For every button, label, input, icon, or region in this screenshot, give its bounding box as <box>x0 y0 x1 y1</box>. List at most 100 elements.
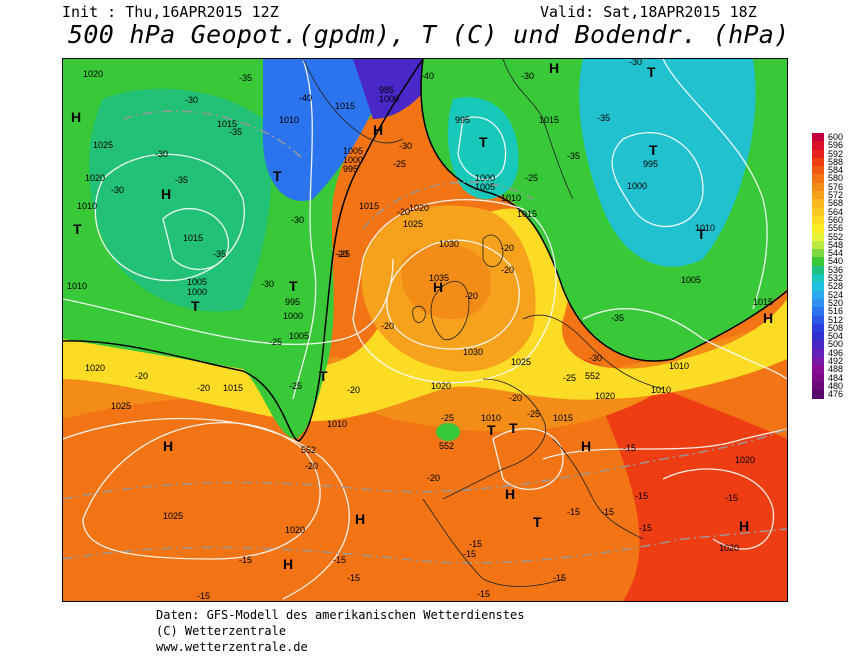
isobar-label: 995 <box>285 297 300 307</box>
isotherm-label: -35 <box>597 113 610 123</box>
map-title: 500 hPa Geopot.(gpdm), T (C) und Bodendr… <box>68 20 790 49</box>
legend-level-label: 584 <box>828 165 844 176</box>
isobar-label: 1010 <box>669 361 689 371</box>
contour-552-west <box>63 59 424 442</box>
isotherm-label: -30 <box>629 59 642 67</box>
isobar-label: 1010 <box>77 201 97 211</box>
map-canvas: H H H H H H H H H H H H T T T T T T T T … <box>63 59 787 601</box>
isotherm-label: -20 <box>501 243 514 253</box>
isotherm-label: -20 <box>335 249 348 259</box>
high-marker: H <box>373 122 383 138</box>
isotherm-label: -15 <box>635 491 648 501</box>
legend-level-label: 588 <box>828 156 844 167</box>
high-marker: H <box>71 109 81 125</box>
contour-labels: 1020 1025 1020 1010 1010 1015 1005 1000 … <box>67 59 773 601</box>
isobar-label: 995 <box>343 164 358 174</box>
cutoff-low <box>436 423 460 441</box>
legend-swatch <box>812 199 824 208</box>
legend-swatch <box>812 332 824 341</box>
legend-row: 580 <box>812 173 850 184</box>
legend-level-label: 524 <box>828 289 844 300</box>
isobar-label: 1015 <box>517 209 537 219</box>
isobar-label: 1035 <box>429 273 449 283</box>
isotherm-label: -15 <box>725 493 738 503</box>
legend-row: 600 <box>812 132 850 142</box>
legend-row: 532 <box>812 273 850 283</box>
isotherm-label: -15 <box>347 573 360 583</box>
high-marker: H <box>549 60 559 76</box>
legend-swatch <box>812 340 824 349</box>
legend-swatch <box>812 265 824 275</box>
isobar-label: 1005 <box>475 182 495 192</box>
isobar-label: 995 <box>643 159 658 169</box>
legend-row: 508 <box>812 322 850 333</box>
high-marker: H <box>283 556 293 572</box>
legend-row: 480 <box>812 381 850 391</box>
contour-552-label: 552 <box>439 441 454 451</box>
legend-swatch <box>812 348 824 358</box>
isobar-label: 1000 <box>283 311 303 321</box>
legend-swatch <box>812 274 824 283</box>
legend-row: 500 <box>812 339 850 349</box>
isobar-label: 1025 <box>511 357 531 367</box>
legend-level-label: 544 <box>828 248 844 259</box>
isotherm-label: -20 <box>381 321 394 331</box>
isotherm-label: -20 <box>197 383 210 393</box>
isobar-label: 1025 <box>163 511 183 521</box>
high-marker: H <box>163 438 173 454</box>
isobar-label: 1020 <box>719 543 739 553</box>
legend-level-label: 508 <box>828 322 844 333</box>
legend-row: 512 <box>812 315 850 325</box>
legend-swatch <box>812 249 824 258</box>
isotherm-label: -15 <box>553 573 566 583</box>
isotherm-label: -15 <box>567 507 580 517</box>
isotherm-label: -35 <box>239 73 252 83</box>
low-marker: T <box>191 298 200 314</box>
hot-region <box>583 359 787 601</box>
isotherm-label: -20 <box>501 265 514 275</box>
legend-swatch <box>812 298 824 308</box>
legend-swatch <box>812 257 824 266</box>
isobar-label: 1020 <box>409 203 429 213</box>
isotherm-label: -20 <box>305 461 318 471</box>
isotherm-label: -15 <box>601 507 614 517</box>
isotherm-label: -35 <box>611 313 624 323</box>
cold-core-east <box>579 59 756 267</box>
isotherm-label: -15 <box>239 555 252 565</box>
legend-row: 520 <box>812 298 850 308</box>
isobar-label: 1000 <box>187 287 207 297</box>
isotherm-label: -30 <box>261 279 274 289</box>
legend-swatch <box>812 182 824 192</box>
high-marker: H <box>161 186 171 202</box>
legend-level-label: 596 <box>828 140 844 151</box>
legend-swatch <box>812 207 824 216</box>
legend-level-label: 580 <box>828 173 844 184</box>
isotherm-label: -15 <box>469 539 482 549</box>
isobar-label: 1000 <box>343 155 363 165</box>
isobar-label: 1015 <box>335 101 355 111</box>
legend-row: 596 <box>812 140 850 151</box>
isobar-label: 1020 <box>595 391 615 401</box>
legend-swatch <box>812 174 824 183</box>
legend-level-label: 504 <box>828 331 844 342</box>
legend-row: 544 <box>812 248 850 259</box>
legend-row: 540 <box>812 256 850 266</box>
legend-swatch <box>812 166 824 175</box>
isobar-label: 1015 <box>553 413 573 423</box>
isotherm-label: -35 <box>175 175 188 185</box>
legend-row: 552 <box>812 231 850 242</box>
isotherm-label: -30 <box>291 215 304 225</box>
legend-swatch <box>812 357 824 366</box>
low-marker: T <box>73 221 82 237</box>
isobar-label: 1020 <box>85 173 105 183</box>
legend-swatch <box>812 373 824 382</box>
legend-level-label: 568 <box>828 198 844 209</box>
high-marker: H <box>505 486 515 502</box>
low-marker: T <box>533 514 542 530</box>
legend-swatch <box>812 157 824 167</box>
isotherm-label: -35 <box>229 127 242 137</box>
isotherm-label: -25 <box>289 381 302 391</box>
isobar-label: 1030 <box>463 347 483 357</box>
isotherm-label: -40 <box>299 93 312 103</box>
legend-level-label: 552 <box>828 231 844 242</box>
